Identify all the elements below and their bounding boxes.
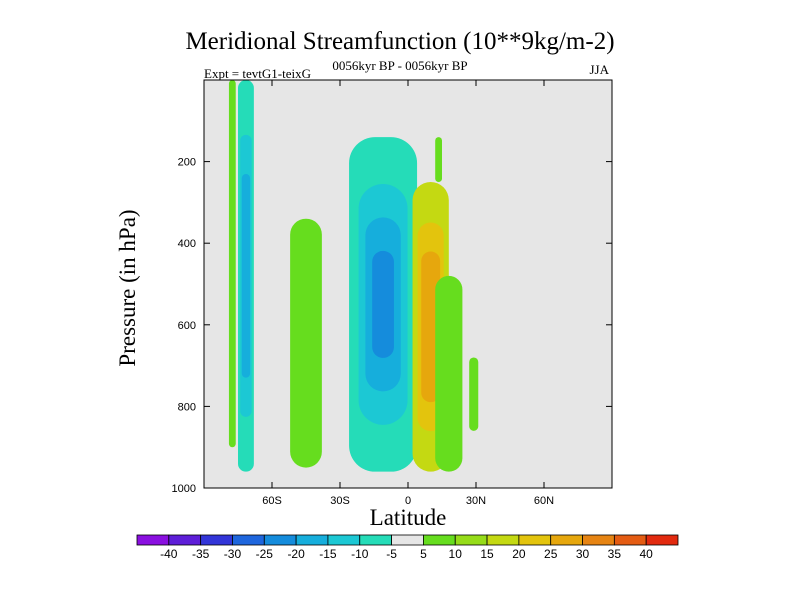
colorbar-label: 10	[449, 547, 463, 561]
colorbar-swatch	[454, 534, 488, 546]
colorbar-label: -35	[192, 547, 210, 561]
colorbar-swatch	[263, 534, 297, 546]
colorbar-label: 15	[480, 547, 494, 561]
colorbar-swatch	[645, 534, 679, 546]
contour-blob-nh-low	[469, 357, 479, 431]
y-tick-label: 1000	[172, 483, 196, 495]
colorbar-label: -30	[224, 547, 242, 561]
colorbar-swatch	[136, 534, 170, 546]
x-tick-label: 30S	[330, 495, 350, 507]
experiment-label: Expt = tevtG1-teixG	[204, 66, 311, 81]
colorbar-label: 5	[420, 547, 427, 561]
contour-band-sh-polar	[228, 80, 236, 448]
contour-fields	[228, 80, 479, 472]
colorbar-swatch	[168, 534, 202, 546]
x-tick-label: 30N	[466, 495, 486, 507]
colorbar-swatch	[295, 534, 329, 546]
y-tick-label: 200	[178, 157, 196, 169]
colorbar-swatch	[550, 534, 583, 546]
colorbar-label: 20	[512, 547, 526, 561]
x-axis-label: Latitude	[369, 505, 447, 530]
colorbar-swatch	[486, 534, 520, 546]
chart-title: Meridional Streamfunction (10**9kg/m-2)	[185, 28, 615, 55]
contour-blob-nh-top	[453, 80, 463, 134]
colorbar-swatch	[327, 534, 361, 546]
colorbar-swatch	[582, 534, 615, 546]
colorbar-swatch	[423, 534, 456, 546]
colorbar-swatch	[518, 534, 552, 546]
y-tick-label: 600	[178, 320, 196, 332]
colorbar-swatch	[613, 534, 647, 546]
colorbar-label: 35	[608, 547, 622, 561]
x-tick-label: 60S	[262, 495, 282, 507]
colorbar-label: 40	[639, 547, 653, 561]
season-label: JJA	[589, 62, 609, 77]
colorbar-label: -20	[287, 547, 305, 561]
colorbar-label: -25	[256, 547, 274, 561]
contour-cell-sh-high-lat-inner-2	[241, 174, 251, 378]
colorbar-swatch	[391, 534, 424, 546]
y-tick-label: 400	[178, 238, 196, 250]
colorbar-swatch	[232, 534, 265, 546]
contour-blob-nh-upper	[435, 137, 442, 182]
contour-band-nh-subtrop	[435, 275, 463, 472]
colorbar-swatch	[200, 534, 233, 546]
axes: 60S 30S 0 30N 60N 200 400 600 800 1000	[172, 80, 612, 507]
colorbar-swatch	[359, 534, 392, 546]
colorbar-label: -15	[319, 547, 337, 561]
colorbar-label: 30	[576, 547, 590, 561]
x-tick-label: 60N	[534, 495, 554, 507]
chart-subtitle: 0056kyr BP - 0056kyr BP	[332, 58, 468, 73]
colorbar: -40 -35 -30 -25 -20 -15 -10 -5 5 10 15 20 25 30 35 40	[136, 534, 679, 561]
x-tick-label: 0	[405, 495, 411, 507]
contour-band-sh-mid	[290, 218, 322, 468]
colorbar-label: 25	[544, 547, 558, 561]
colorbar-label: -40	[160, 547, 178, 561]
colorbar-label: -10	[351, 547, 369, 561]
y-tick-label: 800	[178, 401, 196, 413]
colorbar-label: -5	[386, 547, 397, 561]
contour-cell-sh-tropical-upper-inner-3	[372, 250, 394, 358]
